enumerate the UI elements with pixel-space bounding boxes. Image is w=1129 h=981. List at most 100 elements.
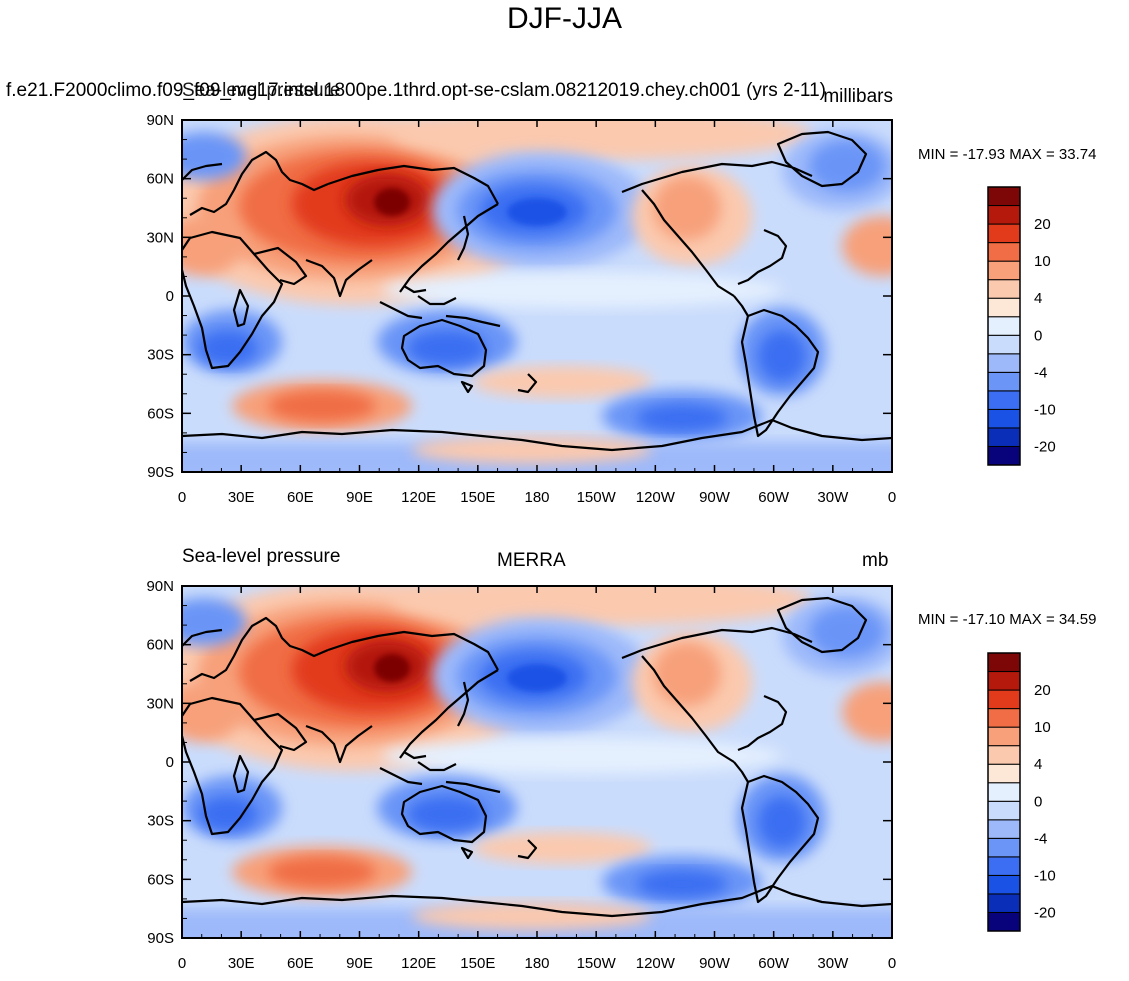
colorbar-box <box>987 837 1021 858</box>
colorbar-box <box>987 316 1021 336</box>
colorbar-box <box>987 334 1021 355</box>
colorbar-label: -20 <box>1034 438 1056 455</box>
colorbar-box <box>987 689 1021 710</box>
lon-tick-label: 30W <box>817 955 849 972</box>
lat-tick-label: 90N <box>146 112 174 129</box>
colorbar-label: 10 <box>1034 719 1051 736</box>
panel2-center-title: MERRA <box>497 550 566 571</box>
colorbar-box <box>987 297 1021 318</box>
colorbar-box <box>987 279 1021 299</box>
colorbar-box <box>987 186 1021 207</box>
colorbar-box <box>987 671 1021 691</box>
lon-tick-label: 180 <box>524 489 549 506</box>
colorbar-box <box>987 819 1021 839</box>
lon-tick-label: 150W <box>577 489 617 506</box>
colorbar-box <box>987 726 1021 747</box>
colorbar-box <box>987 223 1021 244</box>
colorbar-box <box>987 427 1021 447</box>
lon-tick-label: 90W <box>699 489 731 506</box>
colorbar-box <box>987 260 1021 281</box>
panel2-axes: 0 30E 60E 90E 120E 150E 180 150W 120W 90W 60W 30W 0 9… <box>146 578 896 972</box>
colorbar-frame <box>987 652 1021 932</box>
lon-tick-label: 150E <box>460 955 495 972</box>
lat-tick-label: 60S <box>147 405 174 422</box>
panel1-map <box>181 119 893 473</box>
colorbar-label: 4 <box>1034 290 1042 307</box>
colorbar-box <box>987 800 1021 821</box>
colorbar-box <box>987 782 1021 802</box>
colorbar-label: -20 <box>1034 904 1056 921</box>
colorbar-label: 4 <box>1034 756 1042 773</box>
lat-tick-label: 90S <box>147 464 174 481</box>
colorbar-box <box>987 893 1021 913</box>
panel1-units: millibars <box>823 86 893 107</box>
colorbar-box <box>987 874 1021 895</box>
colorbar-label: 0 <box>1034 793 1042 810</box>
colorbar-box <box>987 911 1021 932</box>
colorbar-frame <box>987 186 1021 466</box>
colorbar-box <box>987 205 1021 225</box>
panel1-axes: 0 30E 60E 90E 120E 150E 180 150W 120W 90W 60W 30W 09… <box>146 112 896 506</box>
lon-tick-label: 0 <box>888 955 896 972</box>
lat-tick-label: 90N <box>146 578 174 595</box>
colorbar-label: -4 <box>1034 830 1047 847</box>
colorbar-box <box>987 242 1021 262</box>
lon-tick-label: 30E <box>228 955 255 972</box>
panel2-left-title: Sea-level pressure <box>182 546 341 567</box>
panel2-units: mb <box>862 550 889 571</box>
lon-tick-label: 90E <box>346 955 373 972</box>
colorbar-box <box>987 445 1021 466</box>
colorbar-box <box>987 353 1021 373</box>
panel2-map <box>181 585 893 939</box>
colorbar-box <box>987 856 1021 876</box>
colorbar-box <box>987 371 1021 392</box>
colorbar-box <box>987 763 1021 784</box>
lon-tick-label: 120W <box>636 489 676 506</box>
lat-tick-label: 0 <box>166 288 174 305</box>
panel2-minmax: MIN = -17.10 MAX = 34.59 <box>918 611 1097 628</box>
colorbar-label: 20 <box>1034 216 1051 233</box>
lat-tick-label: 0 <box>166 754 174 771</box>
lon-tick-label: 30W <box>817 489 849 506</box>
lon-tick-label: 0 <box>178 489 186 506</box>
lon-tick-label: 0 <box>178 955 186 972</box>
lon-tick-label: 60E <box>287 489 314 506</box>
lat-tick-label: 30S <box>147 813 174 830</box>
lon-tick-label: 90E <box>346 489 373 506</box>
figure-title: DJF-JJA <box>507 2 622 35</box>
lon-tick-label: 150W <box>577 955 617 972</box>
lon-tick-label: 60W <box>758 489 790 506</box>
panel1-colorbar: 20 10 4 0 -4 -10 -20 <box>987 186 1056 466</box>
lat-tick-label: 60S <box>147 871 174 888</box>
panel1-center-title: f.e21.F2000climo.f09_f09_mg17.intel.1800… <box>6 80 826 101</box>
panel2-colorbar: 20 10 4 0 -4 -10 -20 <box>987 652 1056 932</box>
lon-tick-label: 60W <box>758 955 790 972</box>
colorbar-box <box>987 652 1021 673</box>
lon-tick-label: 120W <box>636 955 676 972</box>
colorbar-box <box>987 408 1021 429</box>
colorbar-label: -10 <box>1034 401 1056 418</box>
lon-tick-label: 120E <box>401 489 436 506</box>
lon-tick-label: 30E <box>228 489 255 506</box>
lon-tick-label: 180 <box>524 955 549 972</box>
lat-tick-label: 30N <box>146 229 174 246</box>
lon-tick-label: 0 <box>888 489 896 506</box>
panel1-minmax: MIN = -17.93 MAX = 33.74 <box>918 146 1097 163</box>
colorbar-label: 10 <box>1034 253 1051 270</box>
lat-tick-label: 30S <box>147 347 174 364</box>
colorbar-box <box>987 745 1021 765</box>
colorbar-box <box>987 390 1021 410</box>
lat-tick-label: 30N <box>146 695 174 712</box>
colorbar-label: 20 <box>1034 682 1051 699</box>
lon-tick-label: 90W <box>699 955 731 972</box>
lat-tick-label: 60N <box>146 637 174 654</box>
colorbar-box <box>987 708 1021 728</box>
lon-tick-label: 60E <box>287 955 314 972</box>
colorbar-label: -4 <box>1034 364 1047 381</box>
colorbar-label: -10 <box>1034 867 1056 884</box>
lon-tick-label: 150E <box>460 489 495 506</box>
colorbar-label: 0 <box>1034 327 1042 344</box>
lon-tick-label: 120E <box>401 955 436 972</box>
panel1-left-title: Sea-level pressure <box>182 80 341 101</box>
